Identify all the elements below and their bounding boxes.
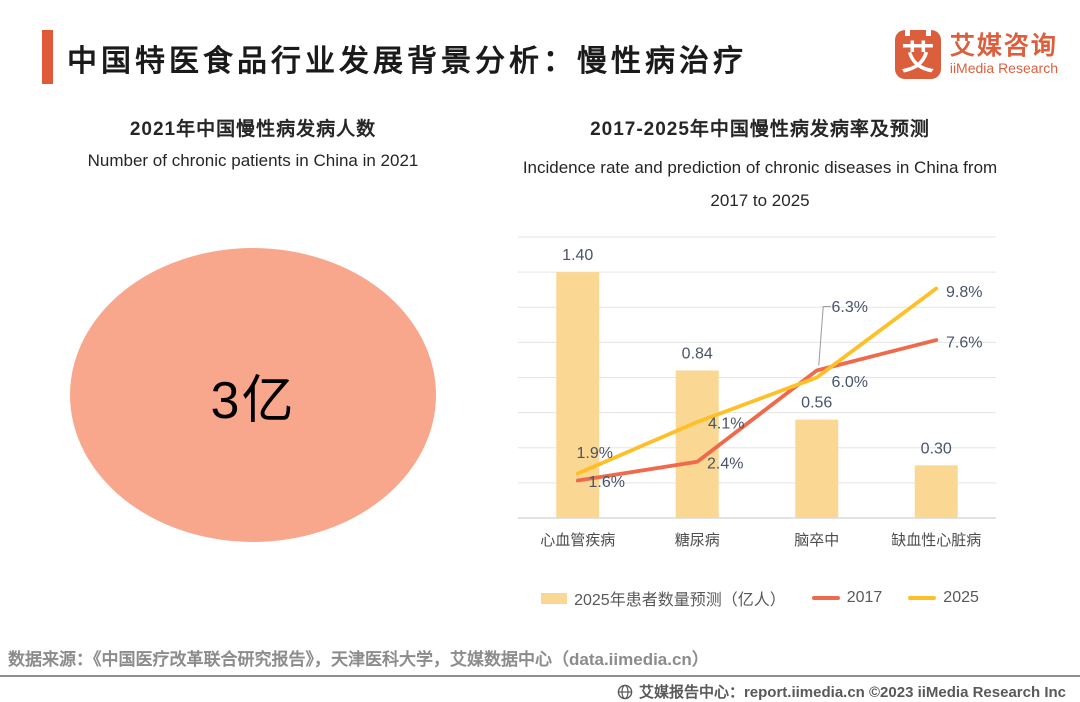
legend-line-swatch (811, 596, 840, 600)
line-series-2017 (575, 338, 939, 483)
legend-item: 2025年患者数量预测（亿人） (541, 586, 786, 610)
bar-value-label: 0.30 (921, 440, 952, 457)
left-chart-subtitle: Number of chronic patients in China in 2… (87, 151, 419, 170)
right-chart-subtitle-line1: Incidence rate and prediction of chronic… (522, 158, 998, 177)
report-center-footer: 艾媒报告中心：report.iimedia.cn ©2023 iiMedia R… (617, 681, 1066, 702)
source-note: 数据来源：《中国医疗改革联合研究报告》，天津医科大学，艾媒数据中心（data.i… (8, 650, 709, 669)
footer-text: 艾媒报告中心：report.iimedia.cn ©2023 iiMedia R… (638, 684, 1066, 701)
right-chart-subtitle: Incidence rate and prediction of chronic… (435, 151, 1080, 217)
patients-value: 3亿 (210, 371, 296, 430)
bar-value-label: 1.40 (562, 247, 593, 264)
x-axis-label: 糖尿病 (675, 532, 720, 549)
legend-line-swatch (908, 596, 937, 600)
legend-label: 2025 (943, 589, 979, 606)
line-value-label: 9.8% (946, 284, 982, 301)
logo-text: 艾媒咨询 iiMedia Research (950, 32, 1058, 77)
line-series-2025 (575, 286, 939, 476)
x-axis-label: 心血管疾病 (540, 532, 615, 549)
left-chart-title: 2021年中国慢性病发病人数 (129, 119, 377, 140)
line-value-label: 4.1% (708, 415, 744, 432)
globe-icon (617, 684, 633, 699)
combo-chart: 1.40 0.84 0.56 0.30 心血管疾病 糖尿病 脑卒中 缺血性心脏病 1.6% 2.4… (518, 236, 996, 549)
line-value-label: 7.6% (946, 335, 982, 352)
line-value-label: 6.0% (832, 374, 868, 391)
right-chart-title: 2017-2025年中国慢性病发病率及预测 (590, 119, 930, 140)
patients-circle: 3亿 (70, 248, 436, 542)
legend-label: 2025年患者数量预测（亿人） (574, 592, 786, 609)
bar (914, 465, 958, 518)
legend-item: 2017 (811, 589, 883, 607)
logo-name-en: iiMedia Research (949, 60, 1058, 76)
legend-item: 2025 (908, 589, 979, 607)
bar (675, 370, 719, 518)
line-value-label: 1.6% (589, 474, 625, 491)
iimedia-logo: 艾 艾媒咨询 iiMedia Research (894, 30, 1058, 79)
legend-label: 2017 (846, 589, 883, 606)
logo-name-zh: 艾媒咨询 (949, 32, 1058, 60)
bar-value-label: 0.56 (801, 395, 832, 412)
line-value-label: 1.9% (577, 445, 613, 462)
x-axis-label: 缺血性心脏病 (891, 532, 981, 549)
line-value-label: 2.4% (707, 455, 743, 472)
legend-bar-swatch (541, 592, 568, 604)
bar (795, 419, 839, 518)
footer-divider (0, 675, 1080, 677)
chart-legend: 2025年患者数量预测（亿人） 2017 2025 (470, 586, 1050, 610)
right-chart-subtitle-line2: 2017 to 2025 (710, 191, 810, 210)
line-value-label: 6.3% (832, 299, 868, 316)
iimedia-logo-icon: 艾 (894, 30, 941, 79)
x-axis-label: 脑卒中 (794, 532, 839, 549)
label-leader-line (818, 305, 831, 366)
title-accent-bar (42, 30, 53, 84)
bar-value-label: 0.84 (682, 345, 713, 362)
page-title: 中国特医食品行业发展背景分析：慢性病治疗 (67, 45, 747, 78)
